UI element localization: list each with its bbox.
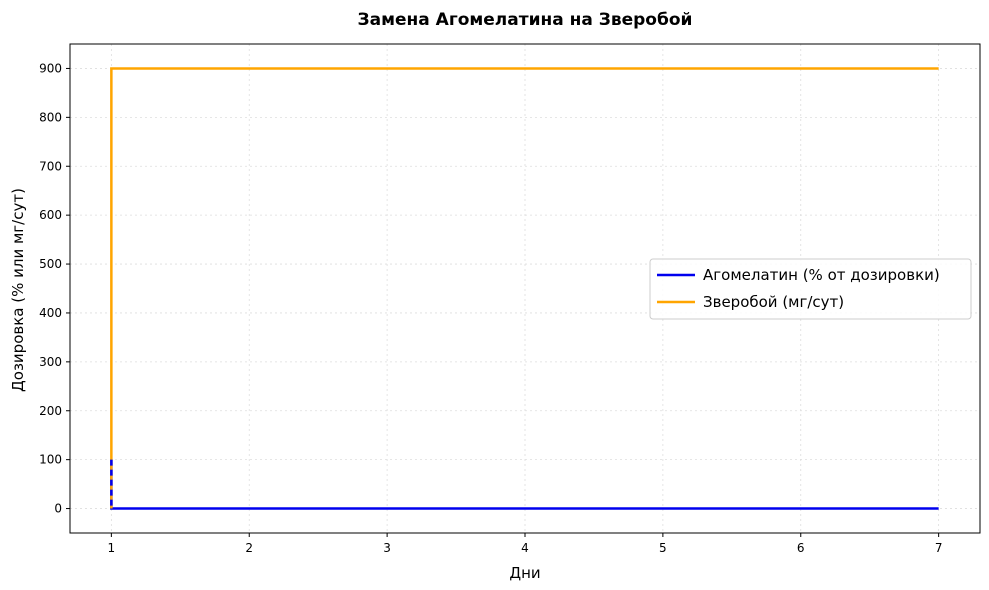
legend: Агомелатин (% от дозировки) Зверобой (мг… [649, 258, 972, 320]
y-tick-label: 600 [39, 208, 62, 222]
plot-series [110, 67, 939, 510]
x-axis-label: Дни [509, 564, 540, 582]
x-tick-label: 6 [797, 541, 805, 555]
y-tick-label: 400 [39, 306, 62, 320]
x-tick-label: 1 [108, 541, 116, 555]
y-tick-label: 500 [39, 257, 62, 271]
x-tick-label: 3 [383, 541, 391, 555]
axis-ticks: 1 2 3 4 5 6 7 0 100 200 300 400 500 600 700 800 900 [39, 61, 942, 555]
legend-box [649, 258, 972, 320]
legend-label-st-johns-wort: Зверобой (мг/сут) [703, 293, 844, 311]
y-tick-label: 0 [54, 502, 62, 516]
y-tick-label: 100 [39, 453, 62, 467]
chart-title: Замена Агомелатина на Зверобой [358, 10, 693, 30]
x-tick-label: 5 [659, 541, 667, 555]
legend-label-agomelatine: Агомелатин (% от дозировки) [703, 266, 940, 284]
x-tick-label: 2 [245, 541, 253, 555]
y-tick-label: 200 [39, 404, 62, 418]
x-tick-label: 7 [935, 541, 943, 555]
y-axis-label: Дозировка (% или мг/сут) [9, 188, 27, 392]
y-tick-label: 700 [39, 159, 62, 173]
y-tick-label: 800 [39, 110, 62, 124]
series-line-st-johns-wort [110, 67, 939, 509]
y-tick-label: 300 [39, 355, 62, 369]
x-tick-label: 4 [521, 541, 529, 555]
y-tick-label: 900 [39, 61, 62, 75]
